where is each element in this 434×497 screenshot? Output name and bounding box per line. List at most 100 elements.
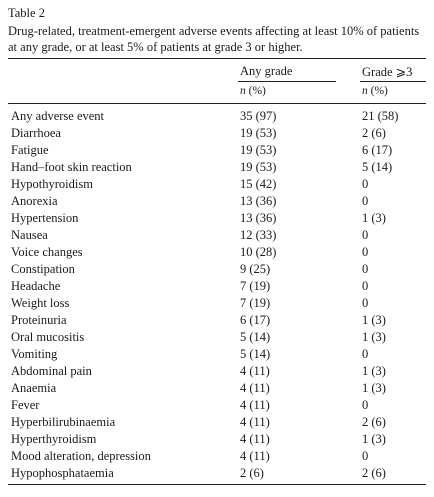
event-name: Oral mucositis	[11, 330, 85, 344]
grade3-value: 0	[362, 449, 369, 463]
event-name: Hypothyroidism	[11, 177, 93, 191]
table-row: Hyperbilirubinaemia 4 (11) 2 (6)	[8, 414, 426, 431]
event-name: Abdominal pain	[11, 364, 92, 378]
grade3-value: 0	[362, 177, 369, 191]
table-row: Hypertension 13 (36) 1 (3)	[8, 210, 426, 227]
unit-pct: (%)	[248, 85, 266, 97]
any-grade-value: 4 (11)	[240, 398, 270, 412]
header-grade3-unit: n (%)	[362, 85, 388, 97]
any-grade-value: 6 (17)	[240, 313, 271, 327]
header-any-grade-underline	[238, 81, 336, 82]
any-grade-value: 12 (33)	[240, 228, 277, 242]
grade3-value: 0	[362, 279, 369, 293]
event-name: Any adverse event	[11, 109, 105, 123]
event-name: Constipation	[11, 262, 75, 276]
grade3-value: 2 (6)	[362, 126, 386, 140]
table-row: Hypothyroidism 15 (42) 0	[8, 176, 426, 193]
grade3-value: 1 (3)	[362, 381, 386, 395]
event-name: Mood alteration, depression	[11, 449, 151, 463]
table-row: Hyperthyroidism 4 (11) 1 (3)	[8, 431, 426, 448]
grade3-value: 1 (3)	[362, 364, 386, 378]
event-name: Hypophosphataemia	[11, 466, 114, 480]
table-row: Fever 4 (11) 0	[8, 397, 426, 414]
event-name: Hand–foot skin reaction	[11, 160, 132, 174]
table-row: Headache 7 (19) 0	[8, 278, 426, 295]
bottom-rule	[8, 484, 426, 485]
unit-pct: (%)	[370, 85, 388, 97]
any-grade-value: 4 (11)	[240, 381, 270, 395]
table-row: Oral mucositis 5 (14) 1 (3)	[8, 329, 426, 346]
any-grade-value: 35 (97)	[240, 109, 277, 123]
any-grade-value: 10 (28)	[240, 245, 277, 259]
grade3-value: 1 (3)	[362, 330, 386, 344]
unit-n: n	[240, 85, 246, 97]
grade3-value: 0	[362, 296, 369, 310]
event-name: Vomiting	[11, 347, 58, 361]
top-rule	[8, 58, 426, 59]
event-name: Diarrhoea	[11, 126, 61, 140]
event-name: Fever	[11, 398, 40, 412]
any-grade-value: 4 (11)	[240, 364, 270, 378]
any-grade-value: 13 (36)	[240, 211, 277, 225]
table-body: Any adverse event 35 (97) 21 (58) Diarrhoea…	[8, 104, 426, 482]
event-name: Voice changes	[11, 245, 83, 259]
grade3-value: 2 (6)	[362, 466, 386, 480]
any-grade-value: 4 (11)	[240, 449, 270, 463]
grade3-value: 0	[362, 347, 369, 361]
header-grade3-underline	[360, 81, 426, 82]
grade3-value: 6 (17)	[362, 143, 393, 157]
any-grade-value: 7 (19)	[240, 296, 271, 310]
table-row: Vomiting 5 (14) 0	[8, 346, 426, 363]
grade3-value: 0	[362, 194, 369, 208]
any-grade-value: 4 (11)	[240, 432, 270, 446]
event-name: Proteinuria	[11, 313, 67, 327]
event-name: Weight loss	[11, 296, 70, 310]
event-name: Hypertension	[11, 211, 79, 225]
table-row: Proteinuria 6 (17) 1 (3)	[8, 312, 426, 329]
grade3-value: 21 (58)	[362, 109, 399, 123]
any-grade-value: 9 (25)	[240, 262, 271, 276]
grade3-value: 0	[362, 228, 369, 242]
table-header: Any grade Grade ⩾3 n (%) n (%)	[8, 59, 426, 103]
table-caption: Drug-related, treatment-emergent adverse…	[8, 24, 420, 54]
any-grade-value: 2 (6)	[240, 466, 264, 480]
table-row: Anorexia 13 (36) 0	[8, 193, 426, 210]
table-row: Any adverse event 35 (97) 21 (58)	[8, 108, 426, 125]
table-row: Weight loss 7 (19) 0	[8, 295, 426, 312]
table-row: Mood alteration, depression 4 (11) 0	[8, 448, 426, 465]
any-grade-value: 5 (14)	[240, 330, 271, 344]
grade3-value: 0	[362, 245, 369, 259]
any-grade-value: 4 (11)	[240, 415, 270, 429]
event-name: Anaemia	[11, 381, 57, 395]
event-name: Anorexia	[11, 194, 58, 208]
event-name: Nausea	[11, 228, 48, 242]
table-row: Diarrhoea 19 (53) 2 (6)	[8, 125, 426, 142]
grade3-value: 1 (3)	[362, 211, 386, 225]
header-grade3: Grade ⩾3	[362, 65, 413, 79]
grade3-value: 0	[362, 262, 369, 276]
table-row: Fatigue 19 (53) 6 (17)	[8, 142, 426, 159]
table-row: Hypophosphataemia 2 (6) 2 (6)	[8, 465, 426, 482]
header-any-grade-unit: n (%)	[240, 85, 266, 97]
table-container: Table 2 Drug-related, treatment-emergent…	[8, 6, 426, 485]
header-any-grade: Any grade	[240, 64, 293, 78]
any-grade-value: 19 (53)	[240, 160, 277, 174]
any-grade-value: 19 (53)	[240, 143, 277, 157]
grade3-value: 0	[362, 398, 369, 412]
event-name: Headache	[11, 279, 61, 293]
unit-n: n	[362, 85, 368, 97]
header-rule	[8, 103, 426, 104]
table-row: Constipation 9 (25) 0	[8, 261, 426, 278]
event-name: Hyperbilirubinaemia	[11, 415, 116, 429]
any-grade-value: 7 (19)	[240, 279, 271, 293]
grade3-value: 5 (14)	[362, 160, 393, 174]
any-grade-value: 5 (14)	[240, 347, 271, 361]
table-row: Abdominal pain 4 (11) 1 (3)	[8, 363, 426, 380]
grade3-value: 2 (6)	[362, 415, 386, 429]
table-label: Table 2	[8, 6, 45, 20]
table-row: Hand–foot skin reaction 19 (53) 5 (14)	[8, 159, 426, 176]
grade3-value: 1 (3)	[362, 313, 386, 327]
any-grade-value: 13 (36)	[240, 194, 277, 208]
table-row: Voice changes 10 (28) 0	[8, 244, 426, 261]
table-row: Anaemia 4 (11) 1 (3)	[8, 380, 426, 397]
